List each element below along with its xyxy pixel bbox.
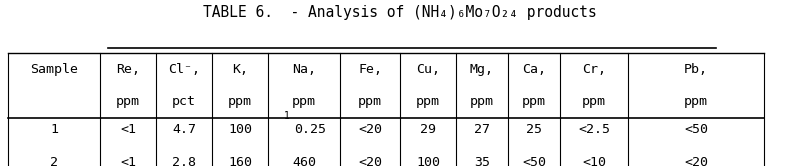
Text: ppm: ppm: [522, 95, 546, 108]
Text: ppm: ppm: [470, 95, 494, 108]
Text: <20: <20: [358, 123, 382, 136]
Text: <50: <50: [684, 123, 708, 136]
Text: 100: 100: [416, 156, 440, 166]
Text: 27: 27: [474, 123, 490, 136]
Text: 2: 2: [50, 156, 58, 166]
Text: <50: <50: [522, 156, 546, 166]
Text: <20: <20: [684, 156, 708, 166]
Text: Cu,: Cu,: [416, 63, 440, 76]
Text: <2.5: <2.5: [578, 123, 610, 136]
Text: 1: 1: [283, 111, 290, 121]
Text: Fe,: Fe,: [358, 63, 382, 76]
Text: Cr,: Cr,: [582, 63, 606, 76]
Text: ppm: ppm: [292, 95, 316, 108]
Text: ppm: ppm: [416, 95, 440, 108]
Text: 4.7: 4.7: [172, 123, 196, 136]
Text: 35: 35: [474, 156, 490, 166]
Text: Na,: Na,: [292, 63, 316, 76]
Text: Ca,: Ca,: [522, 63, 546, 76]
Text: <1: <1: [120, 123, 136, 136]
Text: Mg,: Mg,: [470, 63, 494, 76]
Text: Cl⁻,: Cl⁻,: [168, 63, 200, 76]
Text: 25: 25: [526, 123, 542, 136]
Text: 1: 1: [50, 123, 58, 136]
Text: ppm: ppm: [116, 95, 140, 108]
Text: K,: K,: [232, 63, 248, 76]
Text: TABLE 6.  - Analysis of (NH₄)₆Mo₇O₂₄ products: TABLE 6. - Analysis of (NH₄)₆Mo₇O₂₄ prod…: [203, 5, 597, 20]
Text: 29: 29: [420, 123, 436, 136]
Text: ppm: ppm: [582, 95, 606, 108]
Text: <10: <10: [582, 156, 606, 166]
Text: ppm: ppm: [684, 95, 708, 108]
Text: pct: pct: [172, 95, 196, 108]
Text: 160: 160: [228, 156, 252, 166]
Text: ppm: ppm: [358, 95, 382, 108]
Text: 460: 460: [292, 156, 316, 166]
Text: 100: 100: [228, 123, 252, 136]
Text: Sample: Sample: [30, 63, 78, 76]
Text: ppm: ppm: [228, 95, 252, 108]
Text: Pb,: Pb,: [684, 63, 708, 76]
Text: 0.25: 0.25: [294, 123, 326, 136]
Text: <20: <20: [358, 156, 382, 166]
Text: <1: <1: [120, 156, 136, 166]
Text: 2.8: 2.8: [172, 156, 196, 166]
Text: Re,: Re,: [116, 63, 140, 76]
